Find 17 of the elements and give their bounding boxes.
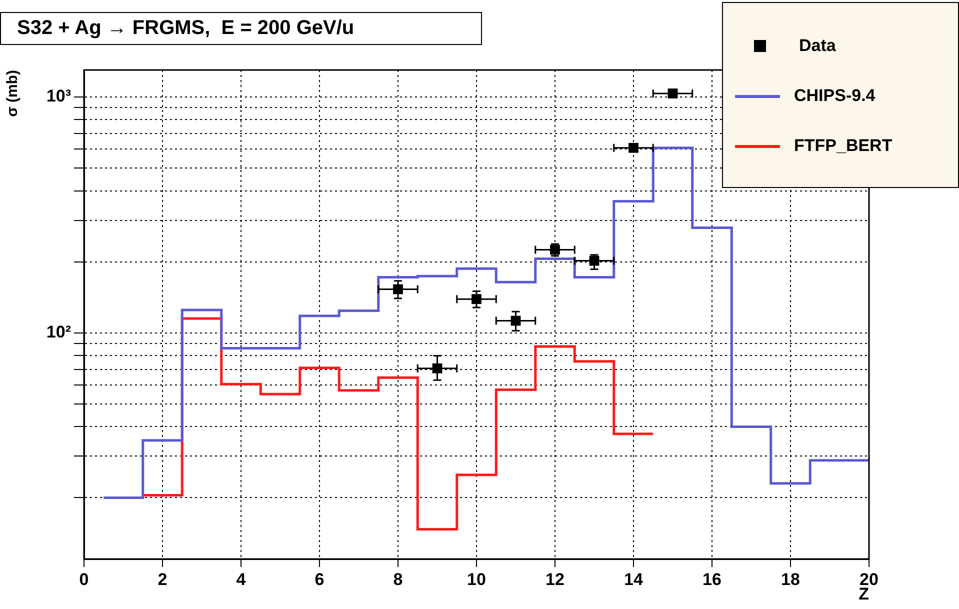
x-tick-label: 2 [158, 570, 168, 589]
x-tick-label: 16 [702, 570, 722, 589]
legend-label: Data [799, 36, 836, 56]
x-tick-label: 0 [79, 570, 89, 589]
y-axis-title: σ (mb) [4, 70, 22, 117]
legend-label: FTFP_BERT [794, 136, 892, 156]
y-tick-label: 10³ [46, 86, 72, 106]
legend-label: CHIPS-9.4 [794, 86, 876, 106]
x-tick-label: 18 [781, 570, 800, 589]
x-tick-label: 12 [546, 570, 564, 589]
x-tick-label: 10 [467, 570, 486, 589]
x-tick-label: 6 [314, 570, 324, 589]
x-tick-label: 14 [624, 570, 644, 589]
x-tick-label: 8 [393, 570, 403, 589]
y-tick-label: 10² [46, 322, 72, 342]
x-tick-label: 4 [236, 570, 246, 589]
chart-title: S32 + Ag → FRGMS, E = 200 GeV/u [0, 12, 482, 45]
